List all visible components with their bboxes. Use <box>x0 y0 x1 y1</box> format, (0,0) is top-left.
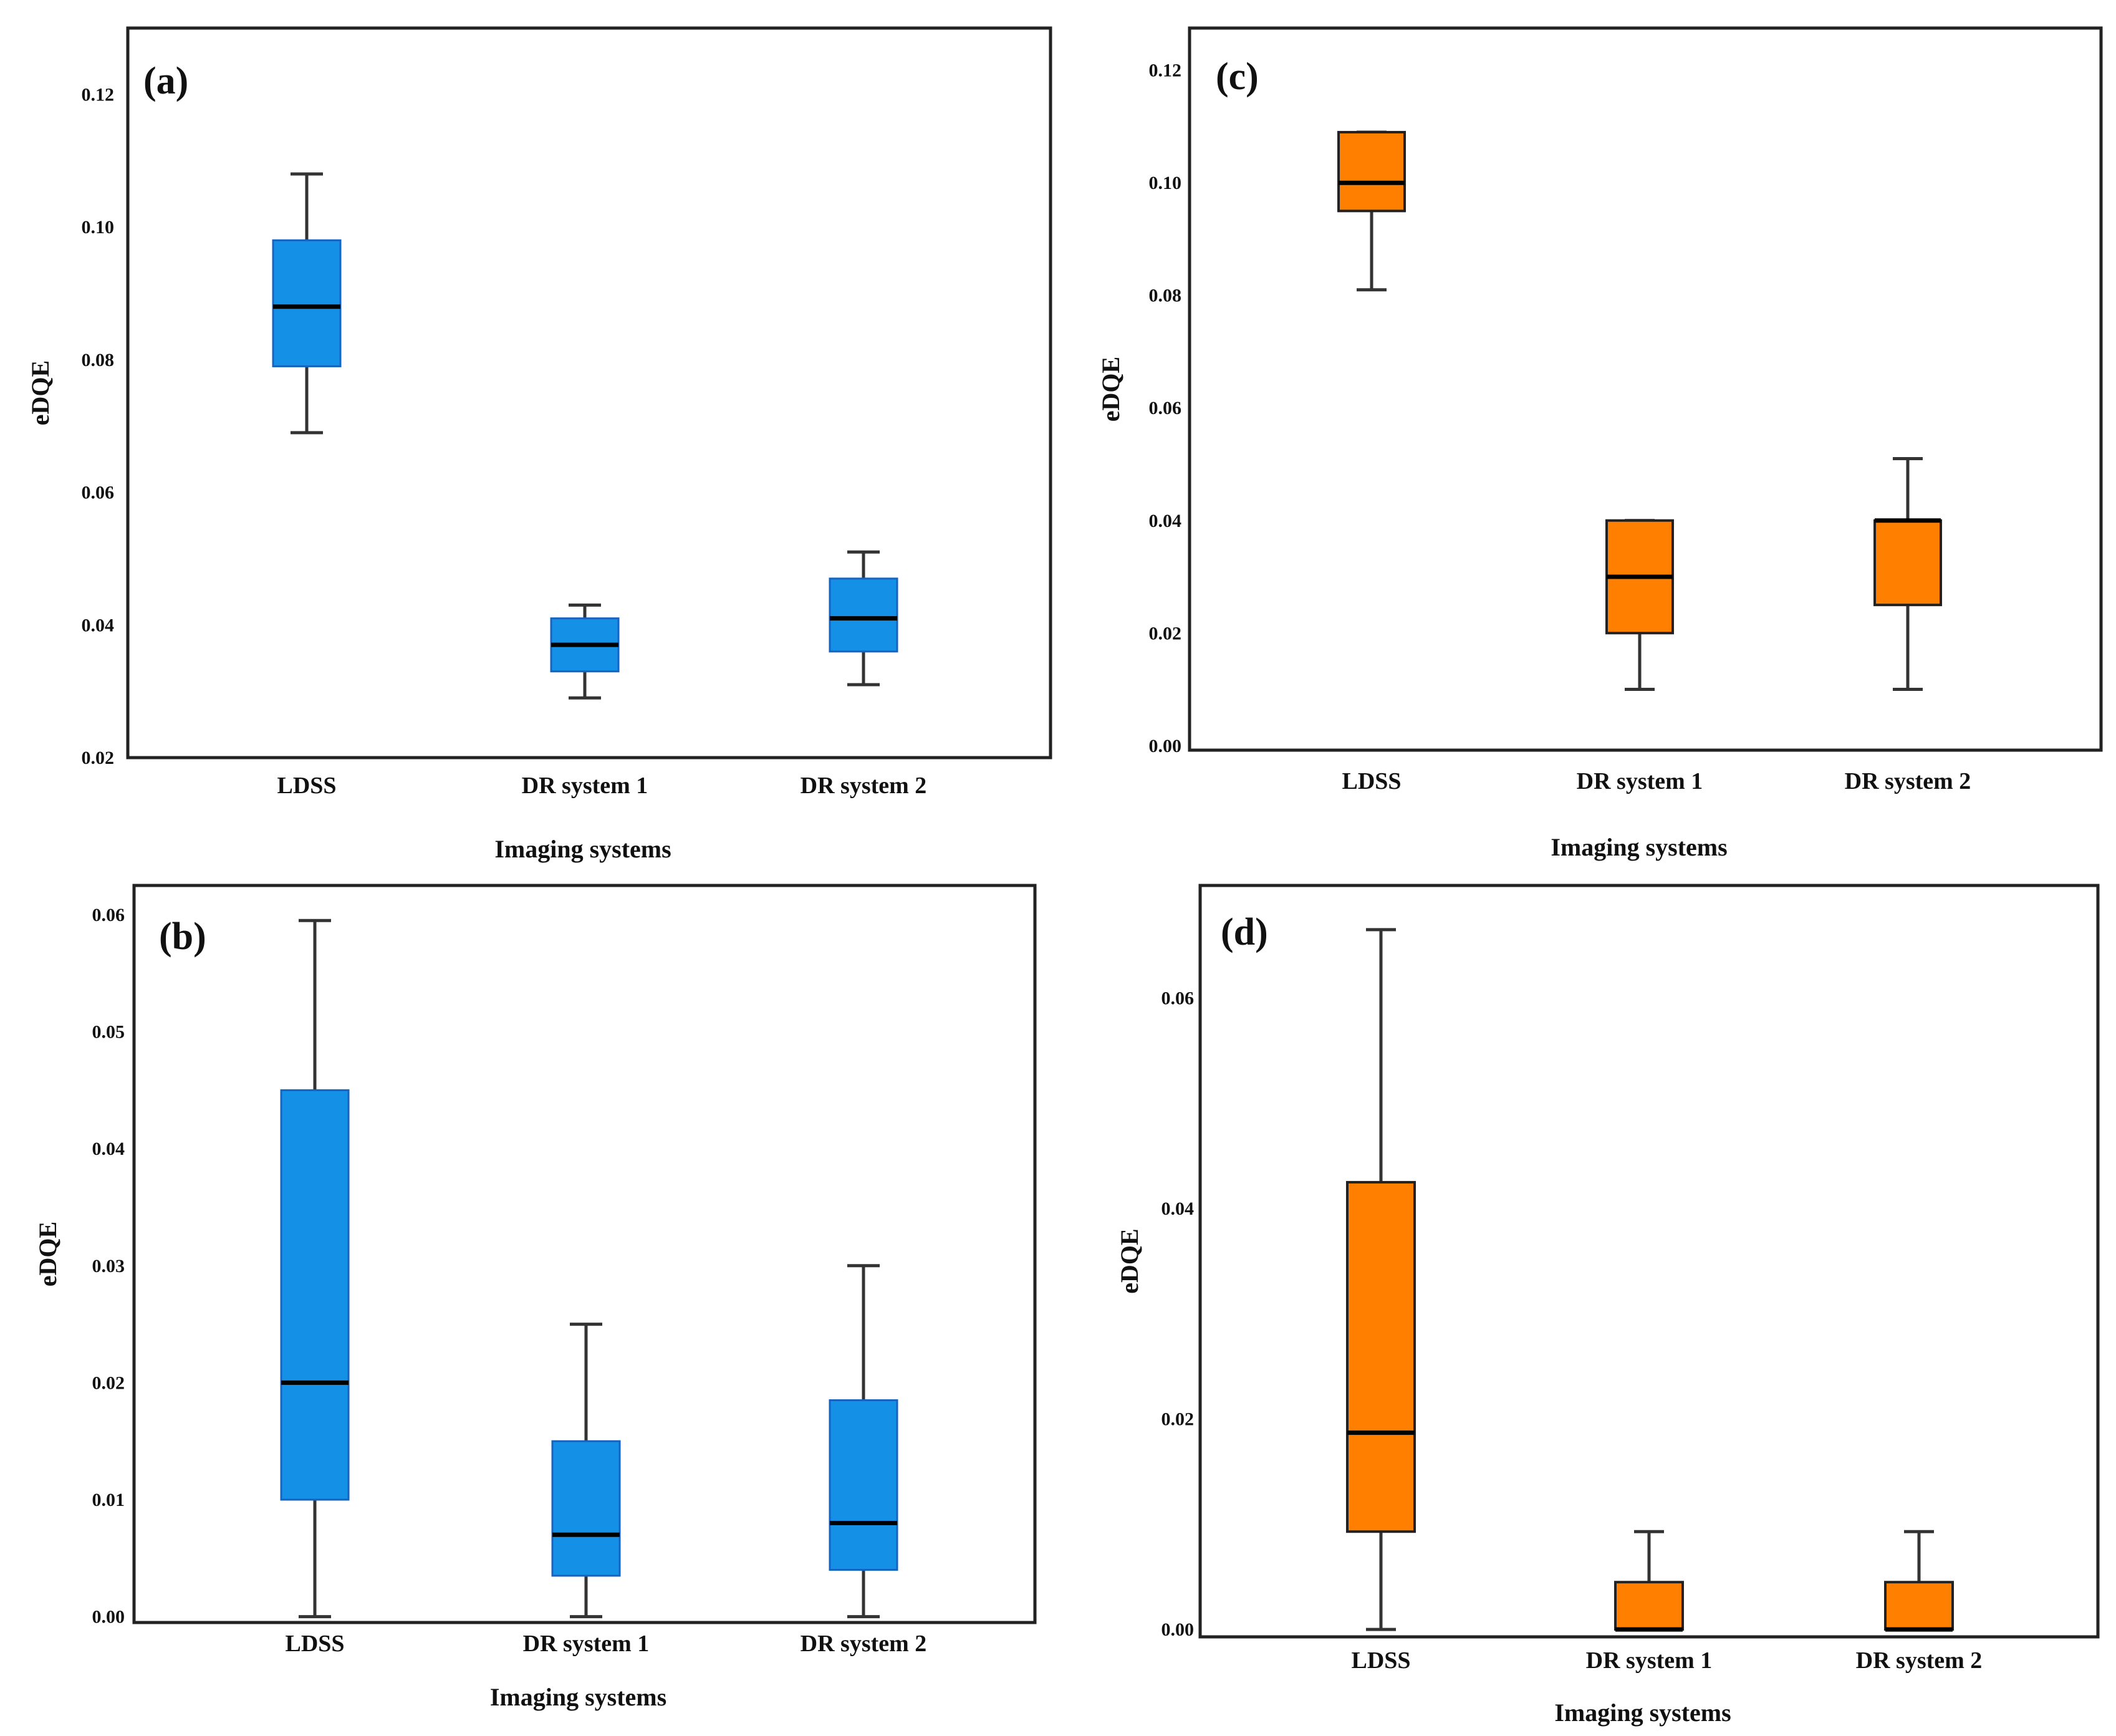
chart-3-panel: 0.00 0.02 0.04 0.06 LDSS DR system 1 DR system… <box>1115 884 2100 1727</box>
chart-0-panel-label: (a) <box>143 60 188 102</box>
chart-1-y-tick-label: 0.03 <box>92 1256 125 1276</box>
chart-0-y-tick-label: 0.06 <box>82 483 115 503</box>
chart-3-y-tick-label: 0.00 <box>1161 1619 1195 1640</box>
chart-1-box <box>280 1089 350 1501</box>
chart-2-box <box>1337 130 1406 213</box>
chart-0-panel: 0.02 0.04 0.06 0.08 0.10 0.12 LDSS DR system 1 D… <box>26 26 1052 863</box>
chart-3-panel-label: (d) <box>1221 911 1268 953</box>
chart-3-box <box>1614 1581 1684 1631</box>
chart-0-y-tick-label: 0.12 <box>82 84 115 105</box>
chart-1-y-tick-label: 0.00 <box>92 1607 125 1628</box>
chart-3-box <box>1884 1581 1954 1631</box>
chart-0-box <box>829 577 898 653</box>
chart-0-category-label: DR system 1 <box>522 773 648 799</box>
chart-2-y-axis-title: eDQE <box>1097 357 1125 422</box>
chart-3-plot-frame <box>1198 884 2100 1639</box>
chart-1-box <box>829 1399 898 1571</box>
chart-3-category-label: LDSS <box>1351 1647 1410 1674</box>
chart-1-y-tick-label: 0.04 <box>92 1139 125 1159</box>
chart-2-y-tick-label: 0.08 <box>1149 286 1182 306</box>
chart-2-y-tick-label: 0.00 <box>1149 736 1182 756</box>
chart-1-y-tick-label: 0.01 <box>92 1490 125 1510</box>
chart-1-category-label: DR system 2 <box>801 1631 927 1657</box>
chart-2-x-axis-title: Imaging systems <box>1551 833 1727 861</box>
chart-2-y-tick-label: 0.04 <box>1149 511 1182 531</box>
chart-1-box <box>551 1440 621 1577</box>
chart-2-y-tick-label: 0.12 <box>1149 60 1182 81</box>
chart-0-y-tick-label: 0.04 <box>82 615 115 635</box>
chart-1-panel-label: (b) <box>159 915 206 958</box>
chart-1-panel: 0.00 0.01 0.02 0.03 0.04 0.05 0.06 LDSS DR syste… <box>34 884 1037 1711</box>
chart-1-y-axis-title: eDQE <box>34 1222 62 1286</box>
chart-2-panel-label: (c) <box>1216 55 1259 98</box>
chart-3-box <box>1346 1180 1416 1533</box>
chart-2-y-tick-label: 0.06 <box>1149 398 1182 418</box>
chart-1-x-axis-title: Imaging systems <box>490 1683 666 1711</box>
chart-3-y-tick-label: 0.04 <box>1161 1198 1195 1219</box>
chart-2-category-label: DR system 1 <box>1577 768 1703 794</box>
chart-2-box <box>1873 519 1942 607</box>
chart-0-category-label: DR system 2 <box>801 773 927 799</box>
chart-0-y-tick-label: 0.02 <box>82 748 115 768</box>
chart-0-y-axis-title: eDQE <box>26 360 54 425</box>
chart-3-x-axis-title: Imaging systems <box>1554 1699 1731 1727</box>
chart-1-y-tick-label: 0.05 <box>92 1022 125 1043</box>
chart-2-y-tick-label: 0.10 <box>1149 173 1182 193</box>
chart-2-panel: 0.00 0.02 0.04 0.06 0.08 0.10 0.12 LDSS DR syste… <box>1097 26 2103 861</box>
chart-3-y-tick-label: 0.06 <box>1161 988 1195 1009</box>
chart-1-category-label: DR system 1 <box>523 1631 650 1657</box>
chart-3-category-label: DR system 1 <box>1586 1647 1713 1674</box>
chart-0-y-tick-label: 0.10 <box>82 217 115 238</box>
chart-3-y-axis-title: eDQE <box>1115 1228 1143 1293</box>
chart-1-category-label: LDSS <box>285 1631 344 1657</box>
chart-3-category-label: DR system 2 <box>1856 1647 1983 1674</box>
chart-2-category-label: DR system 2 <box>1845 768 1971 794</box>
chart-0-category-label: LDSS <box>277 773 336 799</box>
chart-2-y-tick-label: 0.02 <box>1149 623 1182 644</box>
chart-1-y-tick-label: 0.06 <box>92 905 125 925</box>
chart-0-box <box>272 239 342 367</box>
chart-0-y-tick-label: 0.08 <box>82 350 115 370</box>
chart-2-category-label: LDSS <box>1342 768 1401 794</box>
chart-0-x-axis-title: Imaging systems <box>494 835 671 863</box>
chart-1-y-tick-label: 0.02 <box>92 1372 125 1393</box>
chart-2-plot-frame <box>1188 26 2103 752</box>
chart-3-y-tick-label: 0.02 <box>1161 1409 1195 1430</box>
